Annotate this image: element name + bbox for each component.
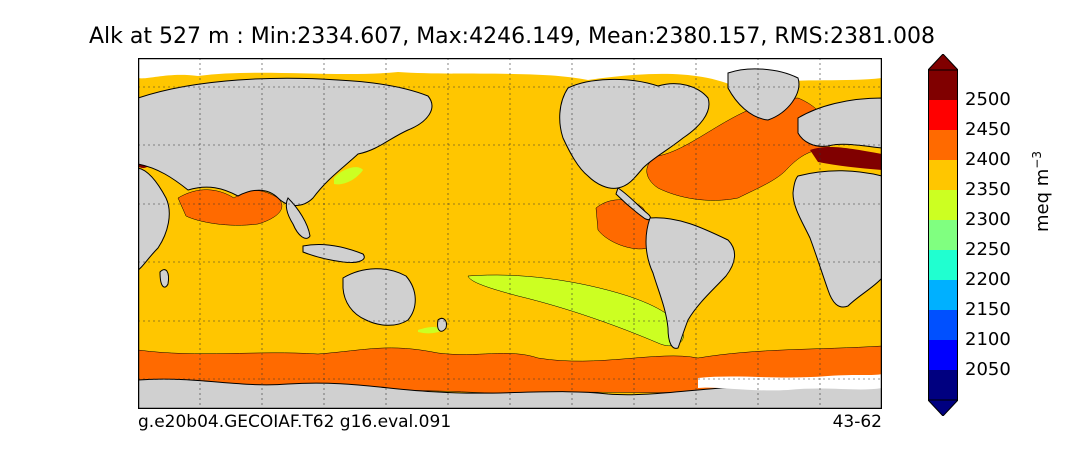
colorbar-band-2000-2050 (928, 370, 958, 400)
colorbar (926, 53, 960, 417)
antarctic-nodata (698, 374, 882, 391)
page-title: Alk at 527 m : Min:2334.607, Max:4246.14… (88, 24, 935, 49)
colorbar-band-2250-2300 (928, 220, 958, 250)
europe (797, 97, 882, 149)
colorbar-unit: meq m−3 (1030, 151, 1053, 232)
madagascar (159, 269, 169, 288)
colorbar-tick-label: 2050 (965, 359, 1011, 380)
new-zealand (437, 317, 447, 332)
run-id-label: g.e20b04.GECOIAF.T62 g16.eval.091 (138, 412, 452, 432)
asia (138, 77, 433, 206)
north-america (559, 79, 710, 189)
colorbar-band-2350-2400 (928, 160, 958, 190)
colorbar-tick-label: 2400 (965, 149, 1011, 170)
unit-text: meq m (1032, 168, 1053, 232)
graticule (138, 58, 882, 409)
colorbar-tick-label: 2200 (965, 269, 1011, 290)
colorbar-band-2400-2450 (928, 130, 958, 160)
colorbar-tick-label: 2100 (965, 329, 1011, 350)
southeast-asia (285, 197, 311, 239)
unit-exponent: −3 (1030, 151, 1044, 169)
map-frame (138, 58, 882, 409)
indonesia (302, 243, 365, 263)
tasman-low (418, 327, 443, 334)
colorbar-band-2100-2150 (928, 310, 958, 340)
colorbar-band-2450-2500 (928, 100, 958, 130)
south-america (645, 217, 735, 349)
colorbar-frame (928, 69, 958, 401)
colorbar-band-2200-2250 (928, 250, 958, 280)
colorbar-extend-min (926, 399, 960, 417)
colorbar-band-2150-2200 (928, 280, 958, 310)
colorbar-band-2050-2100 (928, 340, 958, 370)
colorbar-tick-label: 2300 (965, 209, 1011, 230)
map-panel (138, 58, 882, 409)
colorbar-tick-label: 2450 (965, 119, 1011, 140)
global-map (138, 58, 882, 409)
years-label: 43-62 (832, 412, 882, 432)
africa-west (792, 170, 882, 308)
africa-east (138, 167, 170, 271)
colorbar-tick-label: 2500 (965, 89, 1011, 110)
north-pacific-low (334, 167, 363, 185)
colorbar-svg (926, 53, 960, 417)
colorbar-band-2300-2350 (928, 190, 958, 220)
colorbar-tick-label: 2150 (965, 299, 1011, 320)
colorbar-extend-max (926, 53, 960, 71)
greenland (727, 68, 800, 121)
colorbar-tick-label: 2350 (965, 179, 1011, 200)
colorbar-band-above (928, 70, 958, 100)
mediterranean-max (810, 147, 882, 170)
colorbar-tick-label: 2250 (965, 239, 1011, 260)
